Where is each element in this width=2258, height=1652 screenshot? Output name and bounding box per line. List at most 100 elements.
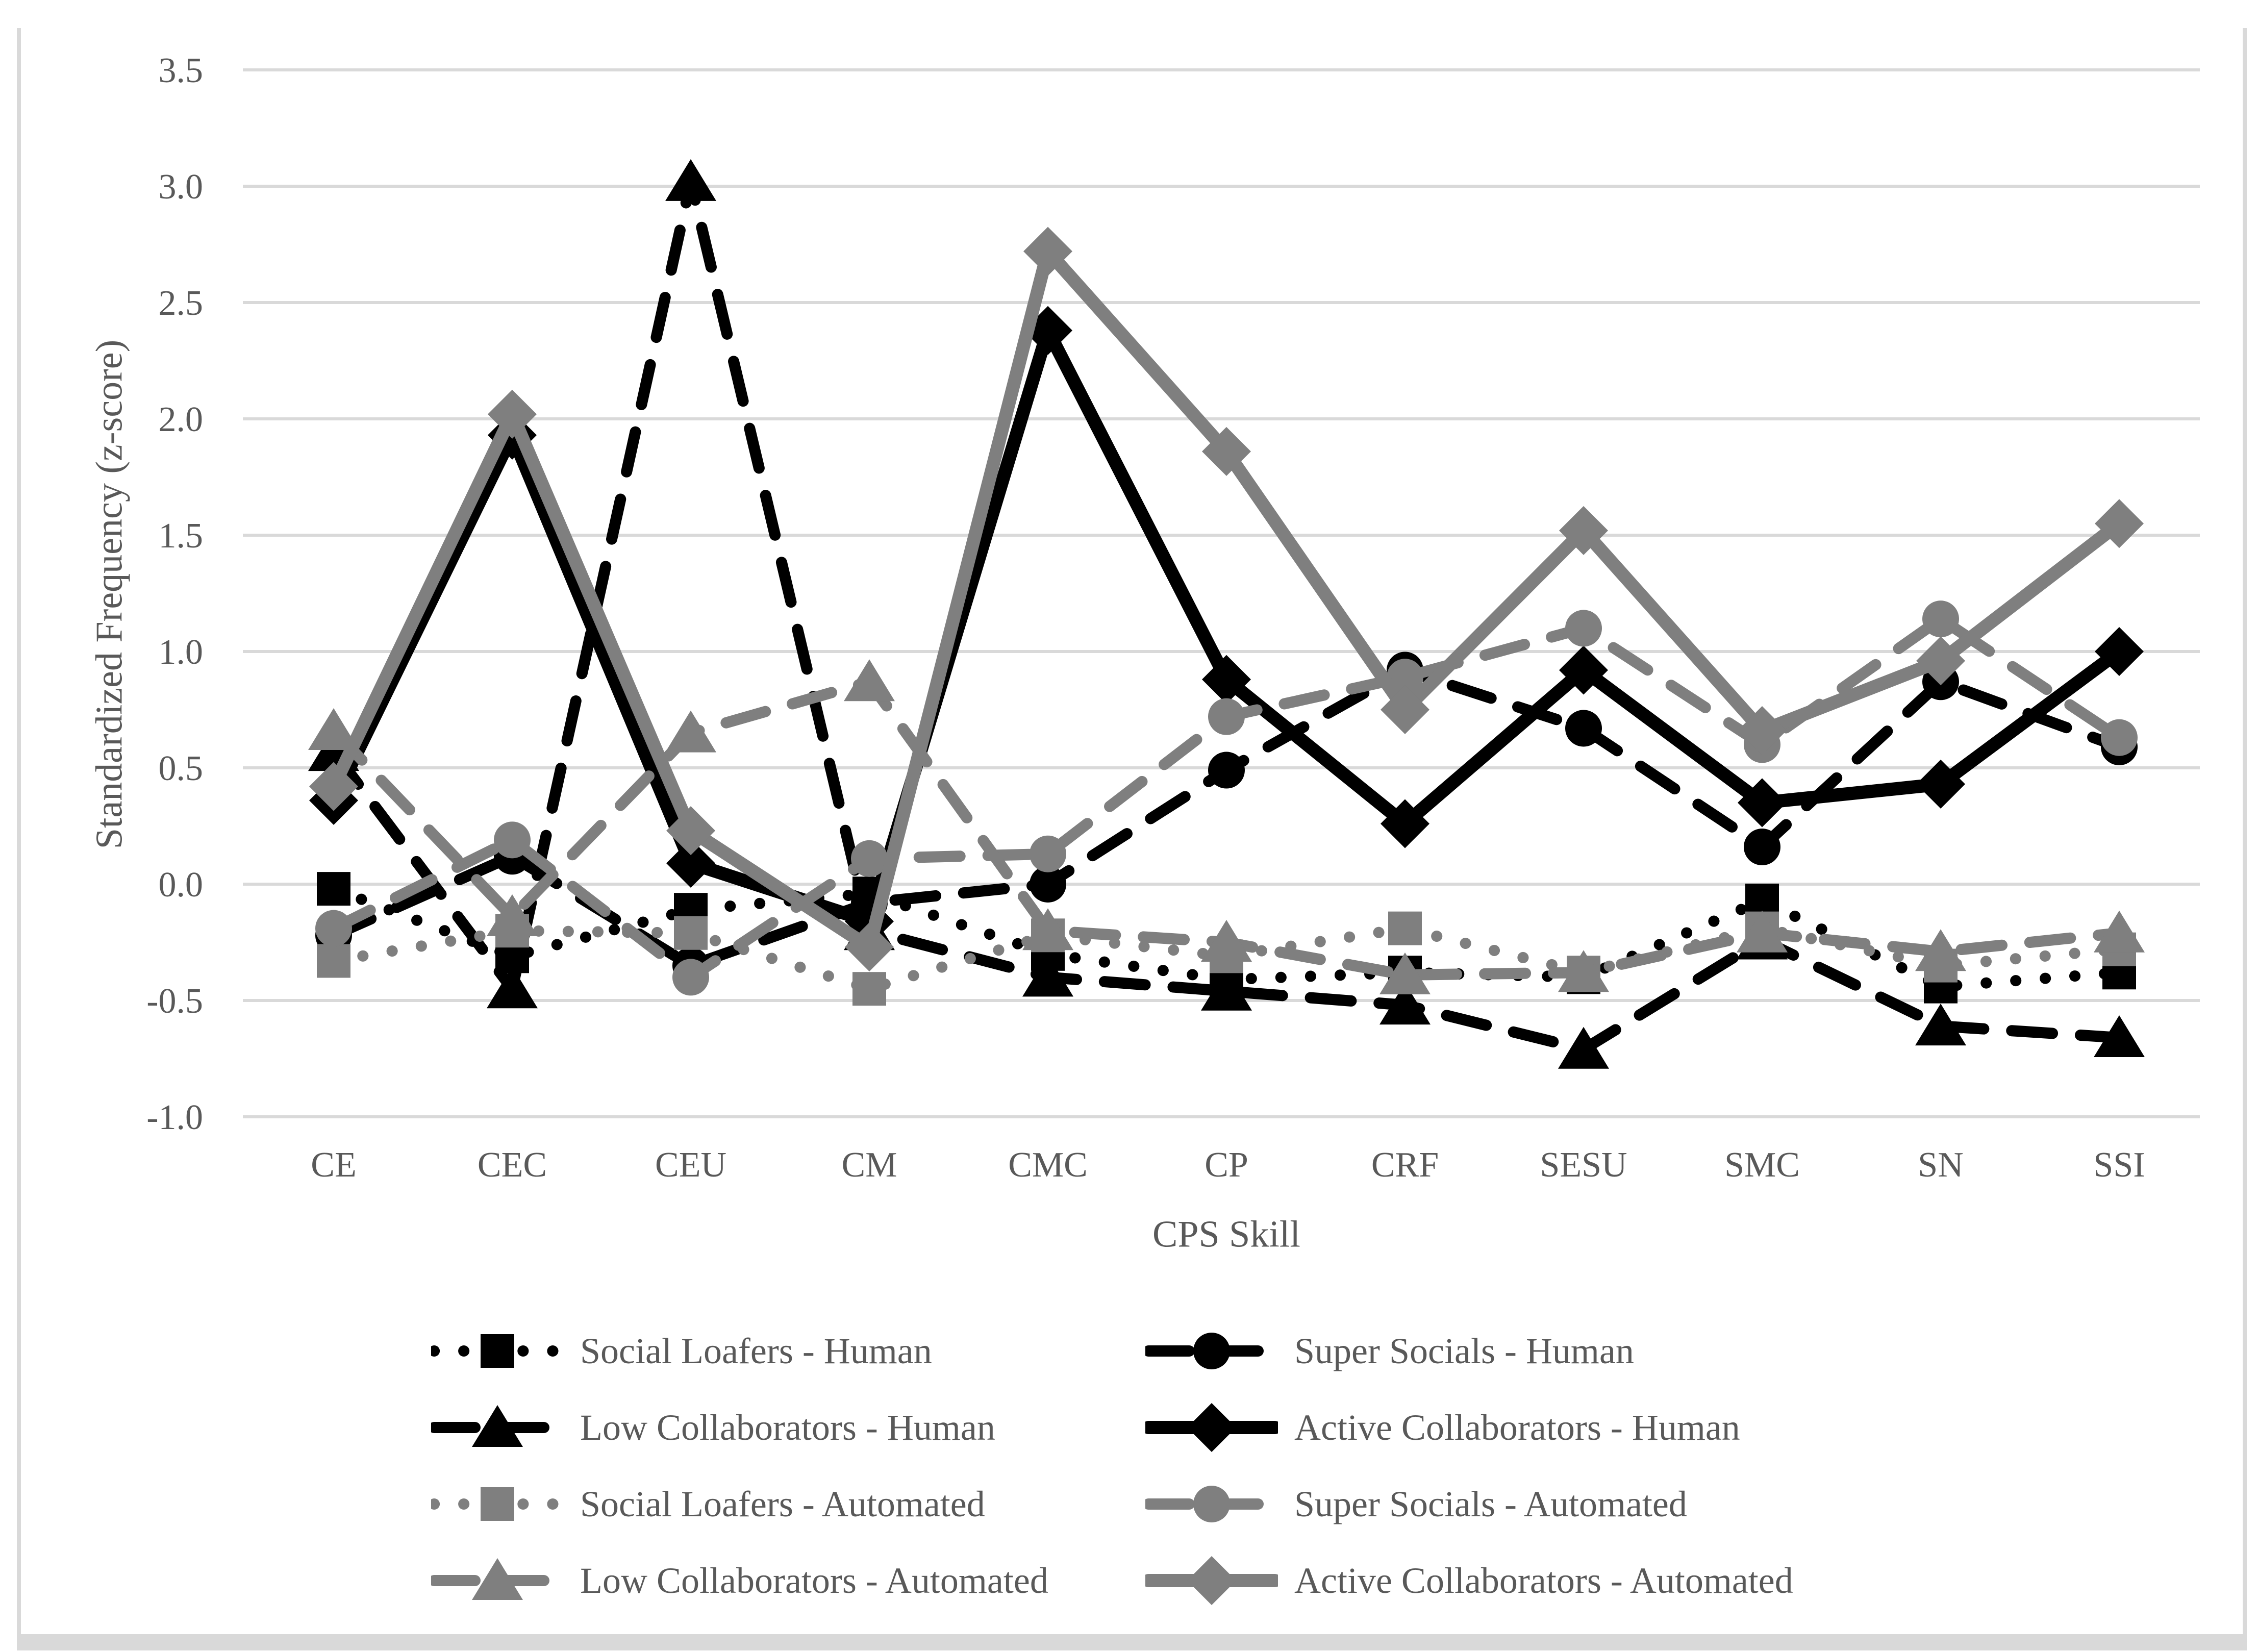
legend-marker-sample bbox=[1145, 1486, 1278, 1522]
marker-triangle bbox=[1558, 950, 1609, 992]
marker-triangle bbox=[1201, 920, 1252, 962]
marker-circle bbox=[2101, 719, 2138, 756]
legend-label: Social Loafers - Automated bbox=[580, 1483, 985, 1524]
legend-item: Low Collaborators - Human bbox=[431, 1402, 995, 1453]
marker-diamond bbox=[666, 806, 715, 856]
marker-triangle bbox=[308, 708, 359, 750]
marker-circle bbox=[1565, 710, 1602, 747]
legend-item: Super Socials - Human bbox=[1145, 1325, 1634, 1376]
marker-square bbox=[852, 972, 886, 1006]
marker-circle bbox=[1193, 1333, 1230, 1369]
marker-square bbox=[317, 872, 350, 906]
legend-marker-sample bbox=[431, 1487, 564, 1521]
series-low-collaborators-automated bbox=[308, 659, 2145, 994]
marker-triangle bbox=[1915, 929, 1966, 971]
x-tick-label: CRF bbox=[1371, 1145, 1439, 1185]
y-tick-label: 3.0 bbox=[159, 167, 204, 207]
marker-triangle bbox=[1379, 952, 1431, 994]
legend-item: Social Loafers - Automated bbox=[431, 1479, 985, 1530]
marker-circle bbox=[1030, 866, 1066, 903]
y-tick-label: 2.5 bbox=[159, 284, 204, 323]
marker-diamond bbox=[1187, 1403, 1236, 1452]
marker-square bbox=[317, 944, 350, 978]
y-axis-title: Standardized Frequency (z-score) bbox=[88, 339, 131, 849]
x-tick-label: CM bbox=[842, 1145, 897, 1185]
series-line bbox=[328, 176, 2125, 1055]
y-tick-label: 0.5 bbox=[159, 749, 204, 788]
marker-circle bbox=[1922, 600, 1959, 638]
marker-triangle bbox=[1558, 1027, 1609, 1069]
marker-diamond bbox=[845, 922, 894, 972]
x-tick-label: SN bbox=[1918, 1145, 1963, 1185]
marker-triangle bbox=[1379, 983, 1431, 1025]
marker-triangle bbox=[2094, 1015, 2145, 1057]
x-tick-label: CP bbox=[1205, 1145, 1248, 1185]
legend-label: Social Loafers - Human bbox=[580, 1330, 932, 1371]
marker-diamond bbox=[488, 389, 537, 439]
y-tick-label: 0.0 bbox=[159, 865, 204, 905]
legend-label: Super Socials - Human bbox=[1294, 1330, 1634, 1371]
marker-diamond bbox=[1381, 685, 1429, 734]
marker-diamond bbox=[1202, 655, 1251, 704]
marker-diamond bbox=[1916, 759, 1965, 809]
legend-marker-sample bbox=[1145, 1403, 1278, 1452]
legend-marker-sample bbox=[1145, 1556, 1278, 1605]
figure-border-bottom bbox=[17, 1634, 2247, 1650]
marker-diamond bbox=[1738, 778, 1787, 828]
marker-diamond bbox=[666, 838, 715, 888]
legend-item: Social Loafers - Human bbox=[431, 1325, 932, 1376]
marker-diamond bbox=[1381, 799, 1429, 848]
marker-triangle bbox=[472, 1405, 523, 1447]
series-active-collaborators-automated bbox=[309, 227, 2144, 972]
x-axis-title: CPS Skill bbox=[1152, 1213, 1301, 1256]
marker-circle bbox=[1193, 1486, 1230, 1522]
legend-item: Active Collaborators - Human bbox=[1145, 1402, 1740, 1453]
x-axis-tick-labels: CE CEC CEU CM CMC CP CRF SESU SMC SN SSI bbox=[311, 1145, 2145, 1185]
marker-triangle bbox=[2094, 910, 2145, 953]
x-tick-label: CEC bbox=[478, 1145, 547, 1185]
figure-border-left bbox=[17, 28, 21, 1640]
legend-item: Low Collaborators - Automated bbox=[431, 1555, 1048, 1606]
y-axis-tick-labels: -1.0 -0.5 0.0 0.5 1.0 1.5 2.0 2.5 3.0 3.5 bbox=[146, 51, 203, 1137]
marker-diamond bbox=[1559, 506, 1608, 555]
marker-triangle bbox=[844, 659, 895, 702]
x-tick-label: CEU bbox=[655, 1145, 726, 1185]
marker-circle bbox=[1565, 610, 1602, 647]
marker-diamond bbox=[309, 762, 358, 811]
marker-circle bbox=[315, 910, 352, 947]
y-tick-label: 1.0 bbox=[159, 633, 204, 672]
legend-marker-sample bbox=[1145, 1333, 1278, 1369]
marker-square bbox=[481, 1334, 514, 1368]
marker-diamond bbox=[1202, 427, 1251, 476]
x-tick-label: CE bbox=[311, 1145, 356, 1185]
legend-marker-sample bbox=[431, 1334, 564, 1368]
x-tick-label: SESU bbox=[1540, 1145, 1627, 1185]
marker-triangle bbox=[1022, 955, 1073, 997]
marker-diamond bbox=[2095, 499, 2144, 548]
marker-circle bbox=[1208, 698, 1245, 735]
marker-square bbox=[674, 916, 708, 950]
legend-marker-sample bbox=[431, 1405, 564, 1447]
marker-triangle bbox=[1201, 968, 1252, 1011]
marker-triangle bbox=[1022, 908, 1073, 950]
marker-triangle bbox=[665, 159, 716, 201]
legend-label: Super Socials - Automated bbox=[1294, 1483, 1687, 1524]
legend-label: Active Collaborators - Automated bbox=[1294, 1560, 1793, 1601]
marker-diamond bbox=[1023, 227, 1072, 276]
y-tick-label: 2.0 bbox=[159, 400, 204, 439]
marker-triangle bbox=[472, 1558, 523, 1600]
marker-triangle bbox=[665, 710, 716, 753]
y-tick-label: 3.5 bbox=[159, 51, 204, 90]
marker-diamond bbox=[1559, 645, 1608, 695]
legend-item: Active Collaborators - Automated bbox=[1145, 1555, 1793, 1606]
marker-circle bbox=[1744, 829, 1780, 866]
x-tick-label: SSI bbox=[2093, 1145, 2145, 1185]
marker-diamond bbox=[2095, 627, 2144, 676]
x-tick-label: SMC bbox=[1724, 1145, 1800, 1185]
x-tick-label: CMC bbox=[1008, 1145, 1088, 1185]
legend-label: Low Collaborators - Automated bbox=[580, 1560, 1048, 1601]
marker-circle bbox=[672, 959, 709, 996]
marker-circle bbox=[1030, 835, 1066, 872]
figure-border-right bbox=[2243, 28, 2247, 1640]
